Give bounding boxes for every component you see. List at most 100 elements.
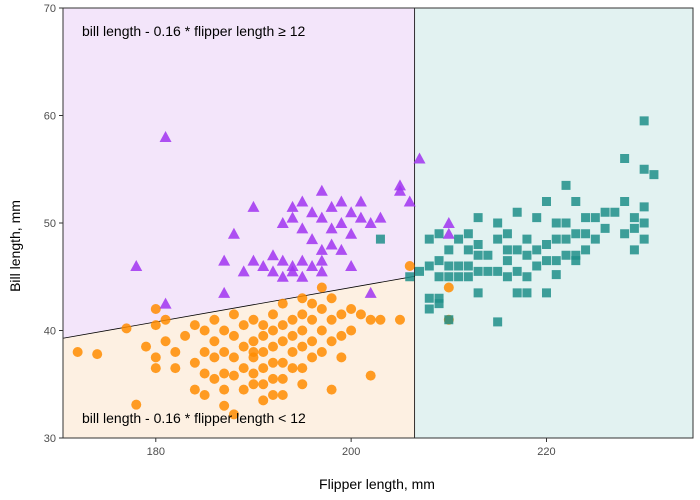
circle-point xyxy=(219,325,230,336)
y-tick-label: 60 xyxy=(44,111,56,123)
region-upper-left xyxy=(63,8,415,339)
circle-point xyxy=(228,409,239,420)
square-point xyxy=(444,261,454,271)
square-point xyxy=(600,223,610,233)
triangle-point xyxy=(315,184,328,196)
square-point xyxy=(541,256,551,266)
square-point xyxy=(610,207,620,217)
square-point xyxy=(551,218,561,228)
circle-point xyxy=(268,390,278,400)
square-point xyxy=(522,272,532,282)
y-tick-label: 50 xyxy=(44,218,56,230)
circle-point xyxy=(326,314,337,325)
square-point xyxy=(532,213,542,223)
circle-point xyxy=(248,368,259,379)
triangle-point xyxy=(286,211,299,223)
x-tick-label: 200 xyxy=(342,446,360,458)
circle-point xyxy=(277,373,288,384)
triangle-point xyxy=(335,195,348,207)
square-point xyxy=(424,293,434,303)
circle-point xyxy=(248,347,259,357)
circle-point xyxy=(160,314,171,325)
circle-point xyxy=(199,368,210,379)
region-layer xyxy=(63,8,693,438)
triangle-point xyxy=(247,254,260,266)
square-point xyxy=(600,207,610,217)
circle-point xyxy=(307,314,318,325)
triangle-point xyxy=(325,222,338,234)
circle-point xyxy=(131,399,142,410)
circle-point xyxy=(258,395,269,406)
circle-point xyxy=(248,336,259,347)
circle-point xyxy=(297,341,308,352)
square-point xyxy=(532,261,542,271)
triangle-point xyxy=(315,211,328,223)
circle-point xyxy=(346,304,357,314)
circle-point xyxy=(277,390,288,400)
square-point xyxy=(551,270,561,280)
square-point xyxy=(424,304,434,314)
circle-point xyxy=(268,325,278,336)
square-point xyxy=(483,266,493,276)
triangle-point xyxy=(267,249,279,261)
circle-point xyxy=(228,352,239,363)
circle-point xyxy=(150,320,161,331)
circle-point xyxy=(199,390,210,400)
triangle-point xyxy=(442,227,455,239)
square-point xyxy=(493,234,503,244)
circle-point xyxy=(228,330,239,341)
square-point xyxy=(463,272,473,282)
square-point xyxy=(473,288,483,298)
circle-point xyxy=(316,304,327,314)
circle-point xyxy=(307,352,318,363)
square-point xyxy=(571,250,581,260)
circle-point xyxy=(307,336,318,347)
circle-point xyxy=(277,336,288,347)
square-point xyxy=(473,213,483,223)
circle-point xyxy=(287,314,298,325)
square-point xyxy=(561,218,571,228)
circle-point xyxy=(316,325,327,336)
triangle-point xyxy=(227,227,240,239)
circle-point xyxy=(219,368,230,379)
square-point xyxy=(551,234,561,244)
points-layer xyxy=(72,116,659,420)
square-point xyxy=(444,315,454,325)
square-point xyxy=(493,266,503,276)
circle-point xyxy=(248,379,259,390)
circle-point xyxy=(316,282,327,293)
square-point xyxy=(512,266,522,276)
circle-point xyxy=(189,384,200,395)
triangle-point xyxy=(286,265,299,277)
circle-point xyxy=(170,363,181,374)
circle-point xyxy=(336,330,347,341)
circle-point xyxy=(355,309,366,320)
triangle-point xyxy=(315,243,328,255)
circle-point xyxy=(336,309,347,320)
triangle-point xyxy=(306,206,319,218)
square-point xyxy=(522,234,532,244)
triangle-point xyxy=(286,200,299,212)
circle-point xyxy=(199,325,210,336)
region-label-lower: bill length - 0.16 * flipper length < 12 xyxy=(82,410,306,426)
circle-point xyxy=(297,325,308,336)
square-point xyxy=(502,245,512,255)
square-point xyxy=(639,164,649,174)
circle-point xyxy=(268,357,278,368)
triangle-point xyxy=(296,195,309,207)
triangle-point xyxy=(296,270,309,282)
circle-point xyxy=(150,363,161,374)
square-point xyxy=(541,197,551,206)
circle-point xyxy=(199,347,210,357)
circle-point xyxy=(121,323,132,334)
circle-point xyxy=(209,336,220,347)
circle-point xyxy=(72,347,83,357)
triangle-point xyxy=(276,270,289,282)
square-point xyxy=(571,256,581,266)
region-label-upper: bill length - 0.16 * flipper length ≥ 12 xyxy=(82,23,305,39)
triangle-point xyxy=(276,254,289,266)
square-point xyxy=(434,272,444,282)
circle-point xyxy=(268,373,278,384)
circle-point xyxy=(209,314,220,325)
circle-point xyxy=(297,379,308,390)
